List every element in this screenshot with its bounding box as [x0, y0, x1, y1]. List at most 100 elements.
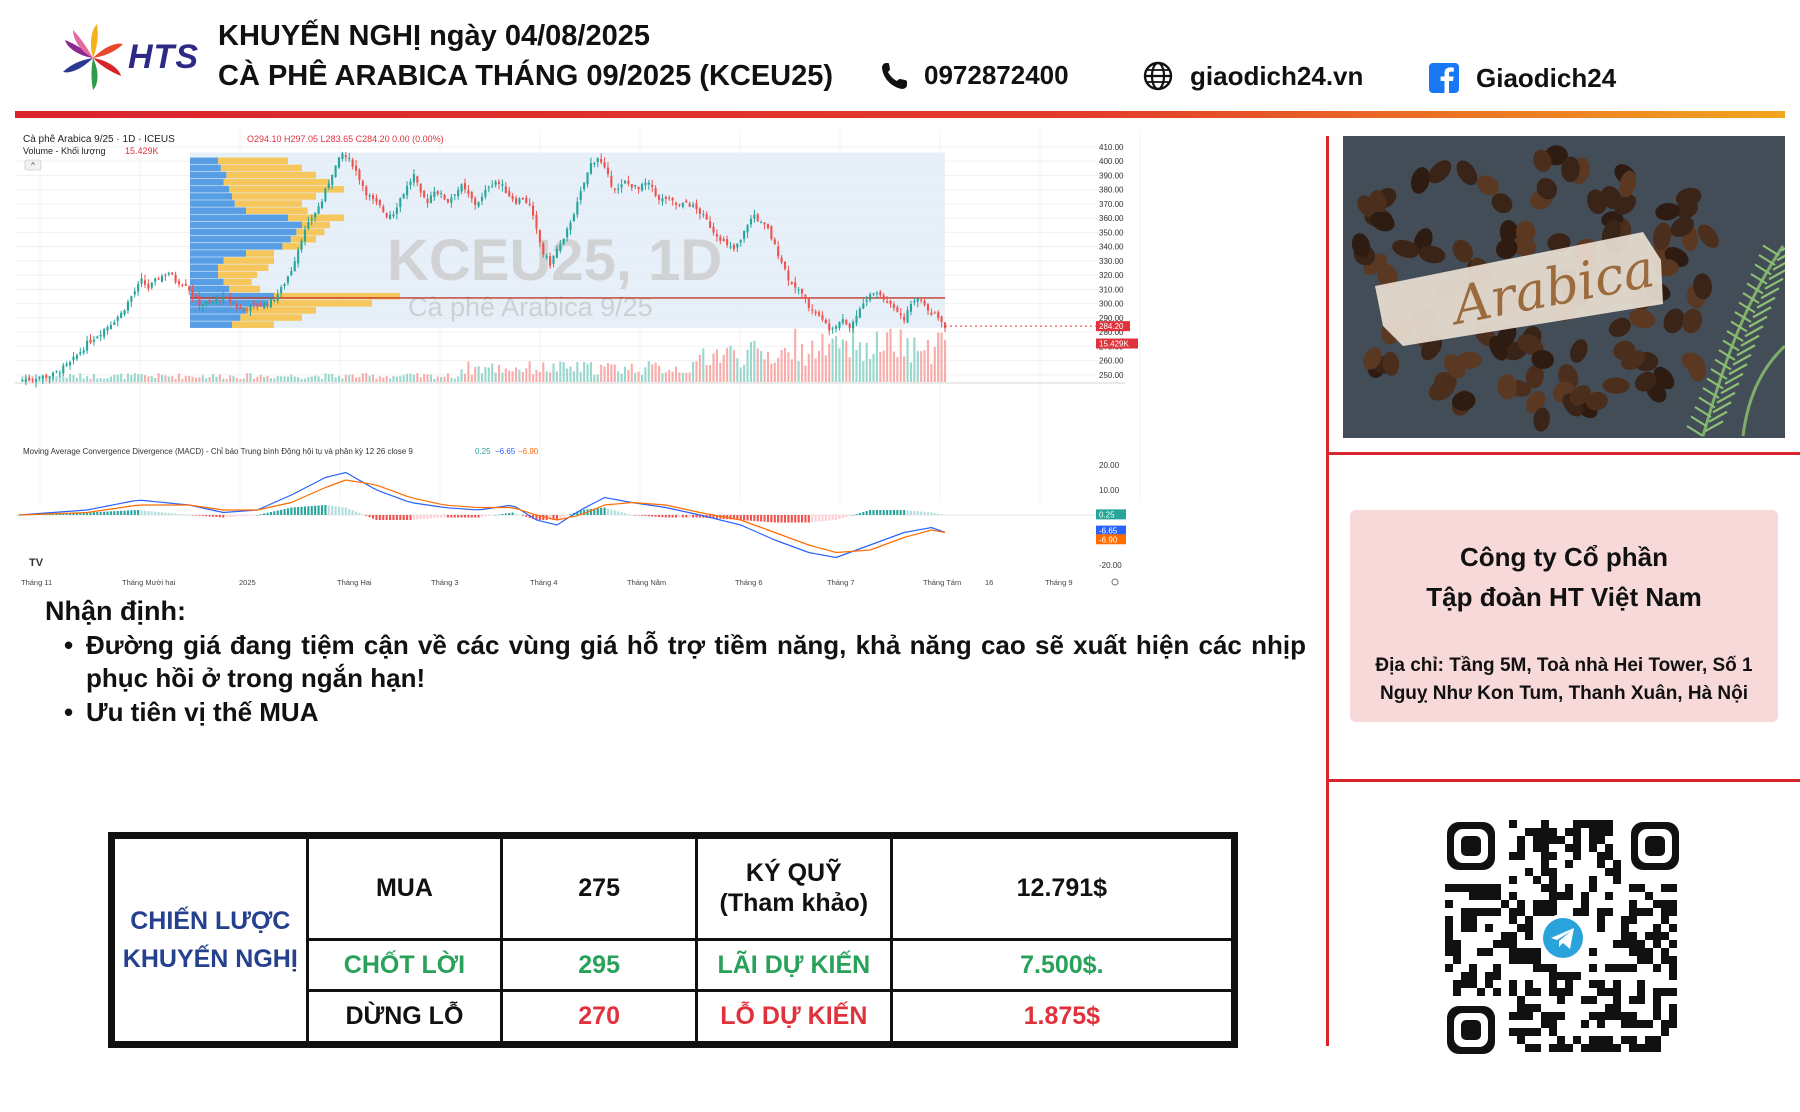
macd-histogram-bar	[787, 515, 790, 523]
facebook-contact[interactable]: Giaodich24	[1428, 62, 1616, 94]
qr-module	[1573, 1036, 1581, 1044]
volume-bar	[72, 375, 75, 382]
qr-module	[1613, 980, 1621, 988]
macd-histogram-bar	[331, 505, 334, 515]
volume-bar	[634, 372, 637, 382]
macd-histogram-bar	[361, 514, 364, 515]
macd-histogram-bar	[882, 510, 885, 515]
rosemary-needle	[1708, 410, 1728, 423]
candle	[280, 287, 283, 294]
macd-histogram-bar	[242, 515, 245, 516]
rosemary-needle	[1750, 273, 1768, 285]
macd-histogram-bar	[875, 510, 878, 515]
telegram-qr-code[interactable]	[1443, 818, 1683, 1058]
macd-histogram-bar	[817, 515, 821, 522]
volume-profile-bar	[190, 300, 269, 307]
qr-module	[1469, 884, 1477, 892]
volume-bar	[579, 371, 582, 382]
volume-value: 15.429K	[125, 146, 159, 156]
time-tick-label: Tháng Tám	[923, 578, 961, 587]
candle	[242, 308, 245, 310]
candle	[657, 195, 661, 200]
qr-module	[1621, 1036, 1629, 1044]
qr-module	[1445, 940, 1453, 948]
candle	[892, 304, 895, 308]
collapse-button[interactable]	[24, 159, 42, 171]
candle	[617, 188, 620, 190]
macd-histogram-bar	[99, 511, 102, 515]
volume-profile-bar	[302, 221, 330, 229]
qr-module	[1533, 900, 1541, 908]
volume-profile-bar	[190, 307, 246, 314]
candle	[324, 188, 327, 202]
qr-module	[1509, 892, 1517, 900]
qr-module	[1653, 940, 1661, 948]
volume-profile-bar	[190, 250, 246, 257]
qr-module	[1541, 820, 1549, 828]
macd-histogram-bar	[463, 515, 467, 518]
qr-module	[1445, 916, 1453, 924]
candle	[579, 191, 582, 201]
volume-bar	[436, 376, 439, 382]
qr-module	[1509, 820, 1517, 828]
macd-histogram-bar	[532, 515, 535, 519]
volume-profile-bar	[190, 321, 232, 328]
qr-module	[1605, 1012, 1613, 1020]
macd-histogram-bar	[623, 513, 627, 515]
macd-histogram-bar	[933, 513, 936, 515]
website-link[interactable]: giaodich24.vn	[1190, 60, 1364, 91]
qr-module	[1653, 996, 1661, 1004]
coffee-bean	[1491, 193, 1513, 214]
macd-histogram-bar	[892, 510, 895, 515]
volume-bar	[508, 370, 511, 382]
qr-module	[1669, 884, 1677, 892]
qr-module	[1533, 828, 1541, 836]
candle	[589, 163, 592, 174]
volume-bar	[749, 342, 753, 382]
macd-histogram-bar	[647, 515, 650, 517]
margin-amount: 12.791$	[889, 836, 1235, 941]
macd-histogram-bar	[739, 515, 742, 520]
macd-histogram-bar	[188, 515, 191, 516]
volume-profile-bar	[234, 200, 302, 207]
candle	[933, 312, 936, 314]
volume-bar	[147, 376, 150, 382]
macd-histogram-bar	[538, 515, 541, 520]
volume-bar	[116, 374, 119, 382]
coffee-bean	[1418, 245, 1446, 264]
qr-module	[1629, 1044, 1637, 1052]
qr-module	[1637, 980, 1645, 988]
candle	[800, 288, 804, 294]
qr-module	[1597, 988, 1605, 996]
facebook-page[interactable]: Giaodich24	[1476, 62, 1617, 93]
candle	[606, 167, 610, 174]
volume-bar	[647, 361, 650, 382]
candle	[729, 246, 732, 248]
macd-histogram-bar	[354, 511, 358, 515]
volume-bar	[872, 353, 875, 382]
macd-histogram-bar	[920, 511, 923, 515]
macd-histogram-bar	[147, 511, 150, 515]
qr-module	[1485, 948, 1493, 956]
candle	[51, 372, 55, 377]
candle	[858, 308, 861, 318]
macd-histogram-bar	[194, 515, 198, 516]
candle	[552, 255, 555, 264]
candle	[38, 377, 41, 379]
candle	[399, 198, 402, 208]
volume-bar	[171, 376, 174, 382]
volume-profile-bar	[190, 193, 232, 200]
candle	[249, 304, 252, 312]
phone-contact[interactable]: 0972872400	[880, 60, 1069, 91]
qr-module	[1549, 908, 1557, 916]
volume-profile-bar	[218, 271, 258, 279]
macd-histogram-bar	[259, 514, 262, 515]
macd-histogram-bar	[222, 515, 225, 518]
qr-module	[1445, 884, 1453, 892]
qr-module	[1541, 1012, 1549, 1020]
volume-bar	[654, 362, 657, 382]
volume-bar	[310, 376, 313, 382]
candle	[698, 208, 701, 214]
price-chart[interactable]: KCEU25, 1D Cà phê Arabica 9/25 410.00 400…	[15, 130, 1305, 592]
website-contact[interactable]: giaodich24.vn	[1142, 60, 1363, 92]
